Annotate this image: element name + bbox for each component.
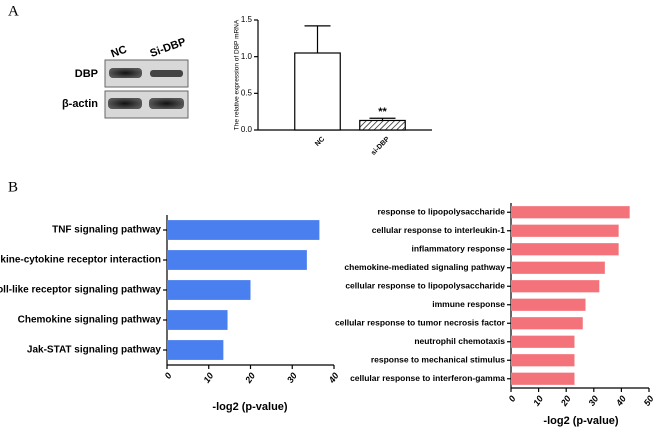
y-tick-label: inflammatory response bbox=[411, 244, 505, 254]
x-tick-label: 0 bbox=[163, 371, 174, 381]
x-tick-label: 0 bbox=[507, 394, 518, 404]
x-tick-label: si-DBP bbox=[370, 136, 391, 157]
y-tick-label: 0.0 bbox=[241, 125, 253, 134]
x-tick-label: 40 bbox=[613, 394, 628, 409]
bar bbox=[294, 52, 341, 131]
x-tick-label: 20 bbox=[558, 394, 573, 409]
y-tick-label: Chemokine signaling pathway bbox=[18, 315, 162, 326]
bar bbox=[511, 354, 575, 367]
bar bbox=[511, 280, 600, 293]
y-tick-label: response to mechanical stimulus bbox=[371, 355, 505, 365]
x-tick-label: 10 bbox=[201, 371, 215, 385]
y-axis-label: The relative expression of DBP mRNA bbox=[234, 19, 241, 130]
bar bbox=[511, 372, 575, 385]
lane-label: Si-DBP bbox=[148, 36, 187, 60]
panel-label: A bbox=[8, 3, 19, 19]
bar bbox=[511, 317, 583, 330]
error-bar bbox=[304, 25, 331, 53]
bar bbox=[511, 206, 630, 219]
western-blot bbox=[104, 59, 189, 119]
x-tick-label: 50 bbox=[642, 394, 656, 408]
y-tick-label: 1.5 bbox=[241, 15, 253, 24]
x-tick-label: 10 bbox=[531, 394, 545, 408]
bar bbox=[511, 224, 619, 237]
row-label: β-actin bbox=[62, 98, 98, 110]
y-tick-label: 0.5 bbox=[241, 88, 253, 97]
bar bbox=[167, 220, 320, 240]
bar bbox=[167, 310, 228, 330]
x-axis-label: -log2 (p-value) bbox=[212, 401, 288, 413]
y-tick-label: 1.0 bbox=[241, 52, 253, 61]
bar bbox=[511, 335, 575, 348]
error-bar bbox=[369, 117, 396, 121]
bar bbox=[511, 243, 619, 256]
y-tick-label: TNF signaling pathway bbox=[52, 225, 161, 236]
bar bbox=[359, 119, 406, 131]
bar bbox=[167, 250, 307, 270]
panel-label: B bbox=[8, 179, 18, 195]
y-tick-label: cellular response to interleukin-1 bbox=[372, 225, 505, 235]
bar bbox=[167, 280, 251, 300]
y-tick-label: chemokine-mediated signaling pathway bbox=[344, 262, 505, 272]
y-tick-label: cellular response to lipopolysaccharide bbox=[345, 281, 505, 291]
annotation: ** bbox=[378, 106, 387, 118]
y-tick-label: Jak-STAT signaling pathway bbox=[27, 345, 162, 356]
bar bbox=[167, 340, 224, 360]
y-tick-label: neutrophil chemotaxis bbox=[414, 336, 505, 346]
y-tick-label: response to lipopolysaccharide bbox=[377, 207, 505, 217]
bar bbox=[511, 298, 586, 311]
x-tick-label: NC bbox=[314, 136, 326, 148]
x-tick-label: 20 bbox=[243, 371, 258, 386]
y-tick-label: cellular response to tumor necrosis fact… bbox=[335, 318, 506, 328]
y-tick-label: Cytokine-cytokine receptor interaction bbox=[0, 255, 161, 266]
bar bbox=[511, 261, 605, 274]
row-label: DBP bbox=[75, 68, 98, 80]
x-tick-label: 30 bbox=[586, 394, 600, 408]
y-tick-label: cellular response to interferon-gamma bbox=[350, 373, 505, 383]
x-axis-label: -log2 (p-value) bbox=[543, 415, 619, 427]
y-tick-label: immune response bbox=[432, 299, 505, 309]
lane-label: NC bbox=[109, 44, 128, 61]
x-tick-label: 40 bbox=[326, 371, 341, 386]
y-tick-label: Toll-like receptor signaling pathway bbox=[0, 285, 161, 296]
x-tick-label: 30 bbox=[285, 371, 299, 385]
